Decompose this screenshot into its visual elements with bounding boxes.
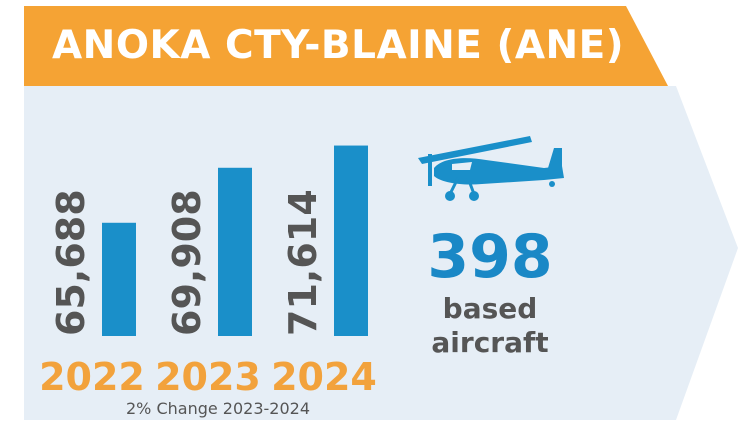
based-aircraft-label-line1: based (442, 292, 538, 325)
bar (218, 167, 252, 336)
year-tick-label: 2024 (271, 355, 377, 399)
based-aircraft-label-line2: aircraft (431, 326, 549, 359)
bar-value-label: 69,908 (165, 189, 209, 336)
bar-value-label: 65,688 (49, 189, 93, 336)
header-banner (24, 6, 668, 86)
based-aircraft-count: 398 (427, 222, 553, 292)
bar (334, 145, 368, 336)
year-tick-label: 2022 (39, 355, 145, 399)
bar (102, 222, 136, 336)
chart-title: ANOKA CTY-BLAINE (ANE) (52, 23, 625, 68)
year-tick-label: 2023 (155, 355, 261, 399)
airplane-icon (418, 136, 564, 201)
bar-value-label: 71,614 (281, 189, 325, 336)
change-note: 2% Change 2023-2024 (125, 399, 311, 418)
